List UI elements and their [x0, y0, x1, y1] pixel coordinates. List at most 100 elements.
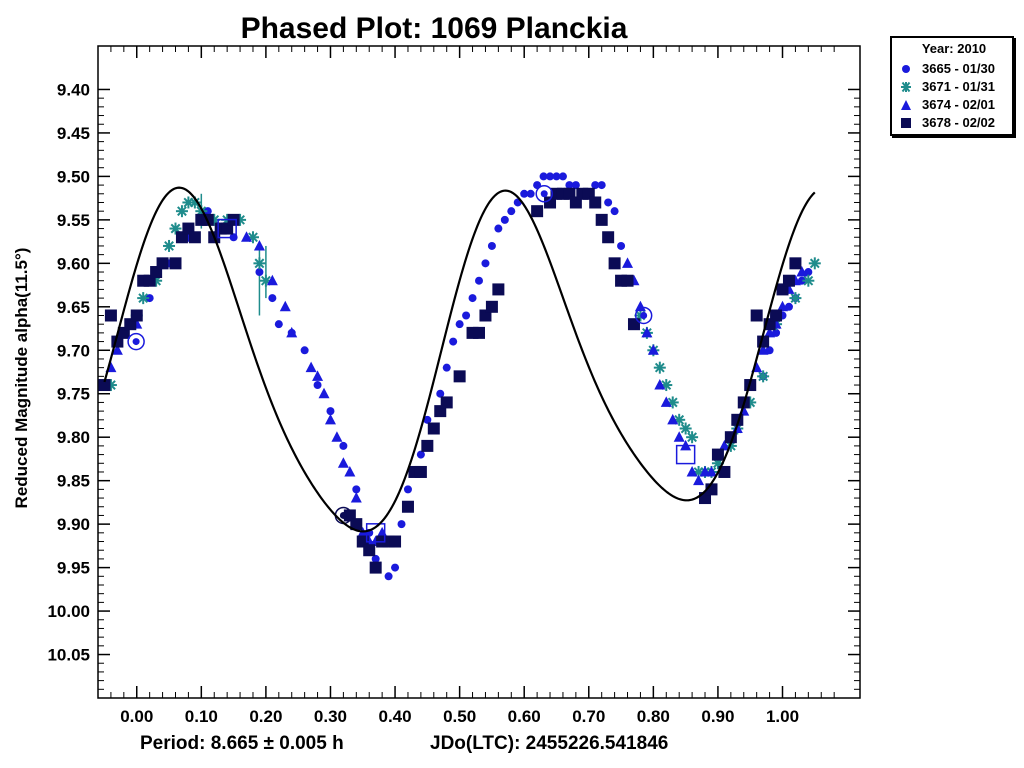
x-tick-label: 0.50	[443, 707, 476, 726]
data-point-circle	[565, 181, 574, 190]
legend-label: 3671 - 01/31	[922, 79, 996, 94]
open-square-marker	[675, 444, 696, 465]
data-point-circle	[772, 328, 781, 337]
data-point-square	[718, 465, 731, 478]
data-point-triangle	[279, 300, 291, 312]
data-point-circle	[313, 381, 322, 390]
data-point-square	[188, 231, 201, 244]
circle-marker-icon	[902, 65, 910, 73]
data-point-triangle	[796, 266, 808, 277]
x-tick-label: 0.40	[379, 707, 412, 726]
data-point-square	[156, 257, 169, 270]
legend-item-3674: 3674 - 02/01	[898, 96, 1016, 114]
data-point-circle	[268, 294, 277, 303]
data-point-square	[492, 283, 505, 296]
data-point-triangle	[718, 439, 730, 451]
data-point-circle	[571, 181, 580, 190]
data-point-circle	[300, 346, 309, 355]
data-point-square	[363, 544, 376, 557]
data-point-triangle	[312, 370, 324, 381]
data-point-circle	[436, 389, 445, 398]
data-point-square	[473, 326, 485, 339]
data-points	[98, 172, 821, 581]
data-point-triangle	[337, 457, 349, 468]
data-point-square	[389, 535, 402, 548]
data-point-triangle	[777, 300, 789, 312]
data-point-triangle	[686, 465, 698, 477]
open-square-marker	[365, 523, 386, 543]
open-circle-center	[132, 338, 140, 346]
legend-item-3678: 3678 - 02/02	[898, 114, 1016, 132]
data-point-circle	[481, 259, 490, 268]
data-point-square	[750, 309, 763, 322]
data-point-circle	[442, 363, 451, 372]
data-point-asterisk	[137, 292, 150, 305]
data-point-circle	[384, 572, 393, 581]
plot-frame	[97, 45, 861, 699]
open-circle-center	[640, 311, 648, 319]
data-point-asterisk	[757, 370, 770, 383]
data-point-square	[427, 422, 440, 435]
data-point-triangle	[634, 300, 646, 312]
legend-title: Year: 2010	[921, 41, 987, 56]
data-point-circle	[462, 311, 471, 320]
data-point-square	[782, 274, 795, 287]
data-point-square	[440, 396, 453, 409]
data-point-triangle	[622, 257, 634, 268]
data-point-circle	[423, 415, 432, 424]
data-point-circle	[145, 294, 154, 303]
data-point-circle	[203, 207, 212, 216]
data-point-circle	[617, 241, 626, 250]
data-point-circle	[339, 441, 348, 450]
data-point-triangle	[318, 387, 330, 399]
data-point-circle	[494, 224, 503, 233]
data-point-circle	[804, 268, 813, 277]
data-point-asterisk	[163, 239, 176, 252]
data-point-square	[414, 465, 427, 478]
data-point-triangle	[641, 326, 653, 338]
data-point-circle	[274, 320, 283, 329]
data-point-square	[531, 205, 544, 218]
data-point-circle	[558, 172, 567, 181]
y-tick-label: 9.95	[57, 559, 90, 578]
data-point-triangle	[693, 474, 705, 486]
axis-ticks: 0.00 0.10 0.20 0.30 0.40 0.50 0.60 0.70 0.80 0.90…	[47, 46, 860, 726]
data-point-triangle	[350, 492, 362, 503]
x-tick-label: 1.00	[766, 707, 799, 726]
data-point-circle	[765, 346, 774, 355]
data-point-circle	[352, 485, 361, 494]
y-tick-label: 9.40	[57, 80, 90, 99]
data-point-circle	[546, 172, 555, 181]
data-point-asterisk	[802, 274, 815, 287]
y-tick-label: 9.50	[57, 167, 90, 186]
fit-curve	[103, 186, 816, 533]
data-point-asterisk	[789, 292, 802, 305]
data-point-triangle	[705, 465, 717, 477]
legend-item-3665: 3665 - 01/30	[898, 60, 1016, 78]
data-point-triangle	[305, 361, 317, 373]
data-point-square	[602, 231, 615, 244]
data-point-circle	[526, 189, 535, 198]
data-point-circle	[371, 554, 380, 563]
data-point-square	[608, 257, 621, 270]
data-point-triangle	[344, 465, 356, 477]
x-tick-label: 0.30	[314, 707, 347, 726]
data-point-square	[104, 309, 117, 322]
epoch-label: JDo(LTC): 2455226.541846	[430, 733, 669, 754]
data-point-triangle	[757, 344, 769, 355]
data-point-circle	[784, 302, 793, 311]
data-point-square	[453, 370, 466, 383]
data-point-circle	[455, 320, 464, 329]
open-circle-center	[339, 511, 347, 519]
data-point-square	[401, 500, 414, 513]
y-tick-label: 10.05	[47, 646, 90, 665]
triangle-marker-icon	[901, 100, 911, 110]
data-point-circle	[255, 268, 264, 277]
data-point-circle	[597, 181, 606, 190]
data-point-circle	[507, 207, 516, 216]
open-circle-marker	[634, 306, 653, 325]
legend-item-3671: 3671 - 01/31	[898, 78, 1016, 96]
data-point-circle	[500, 215, 509, 224]
data-point-triangle	[266, 274, 278, 286]
